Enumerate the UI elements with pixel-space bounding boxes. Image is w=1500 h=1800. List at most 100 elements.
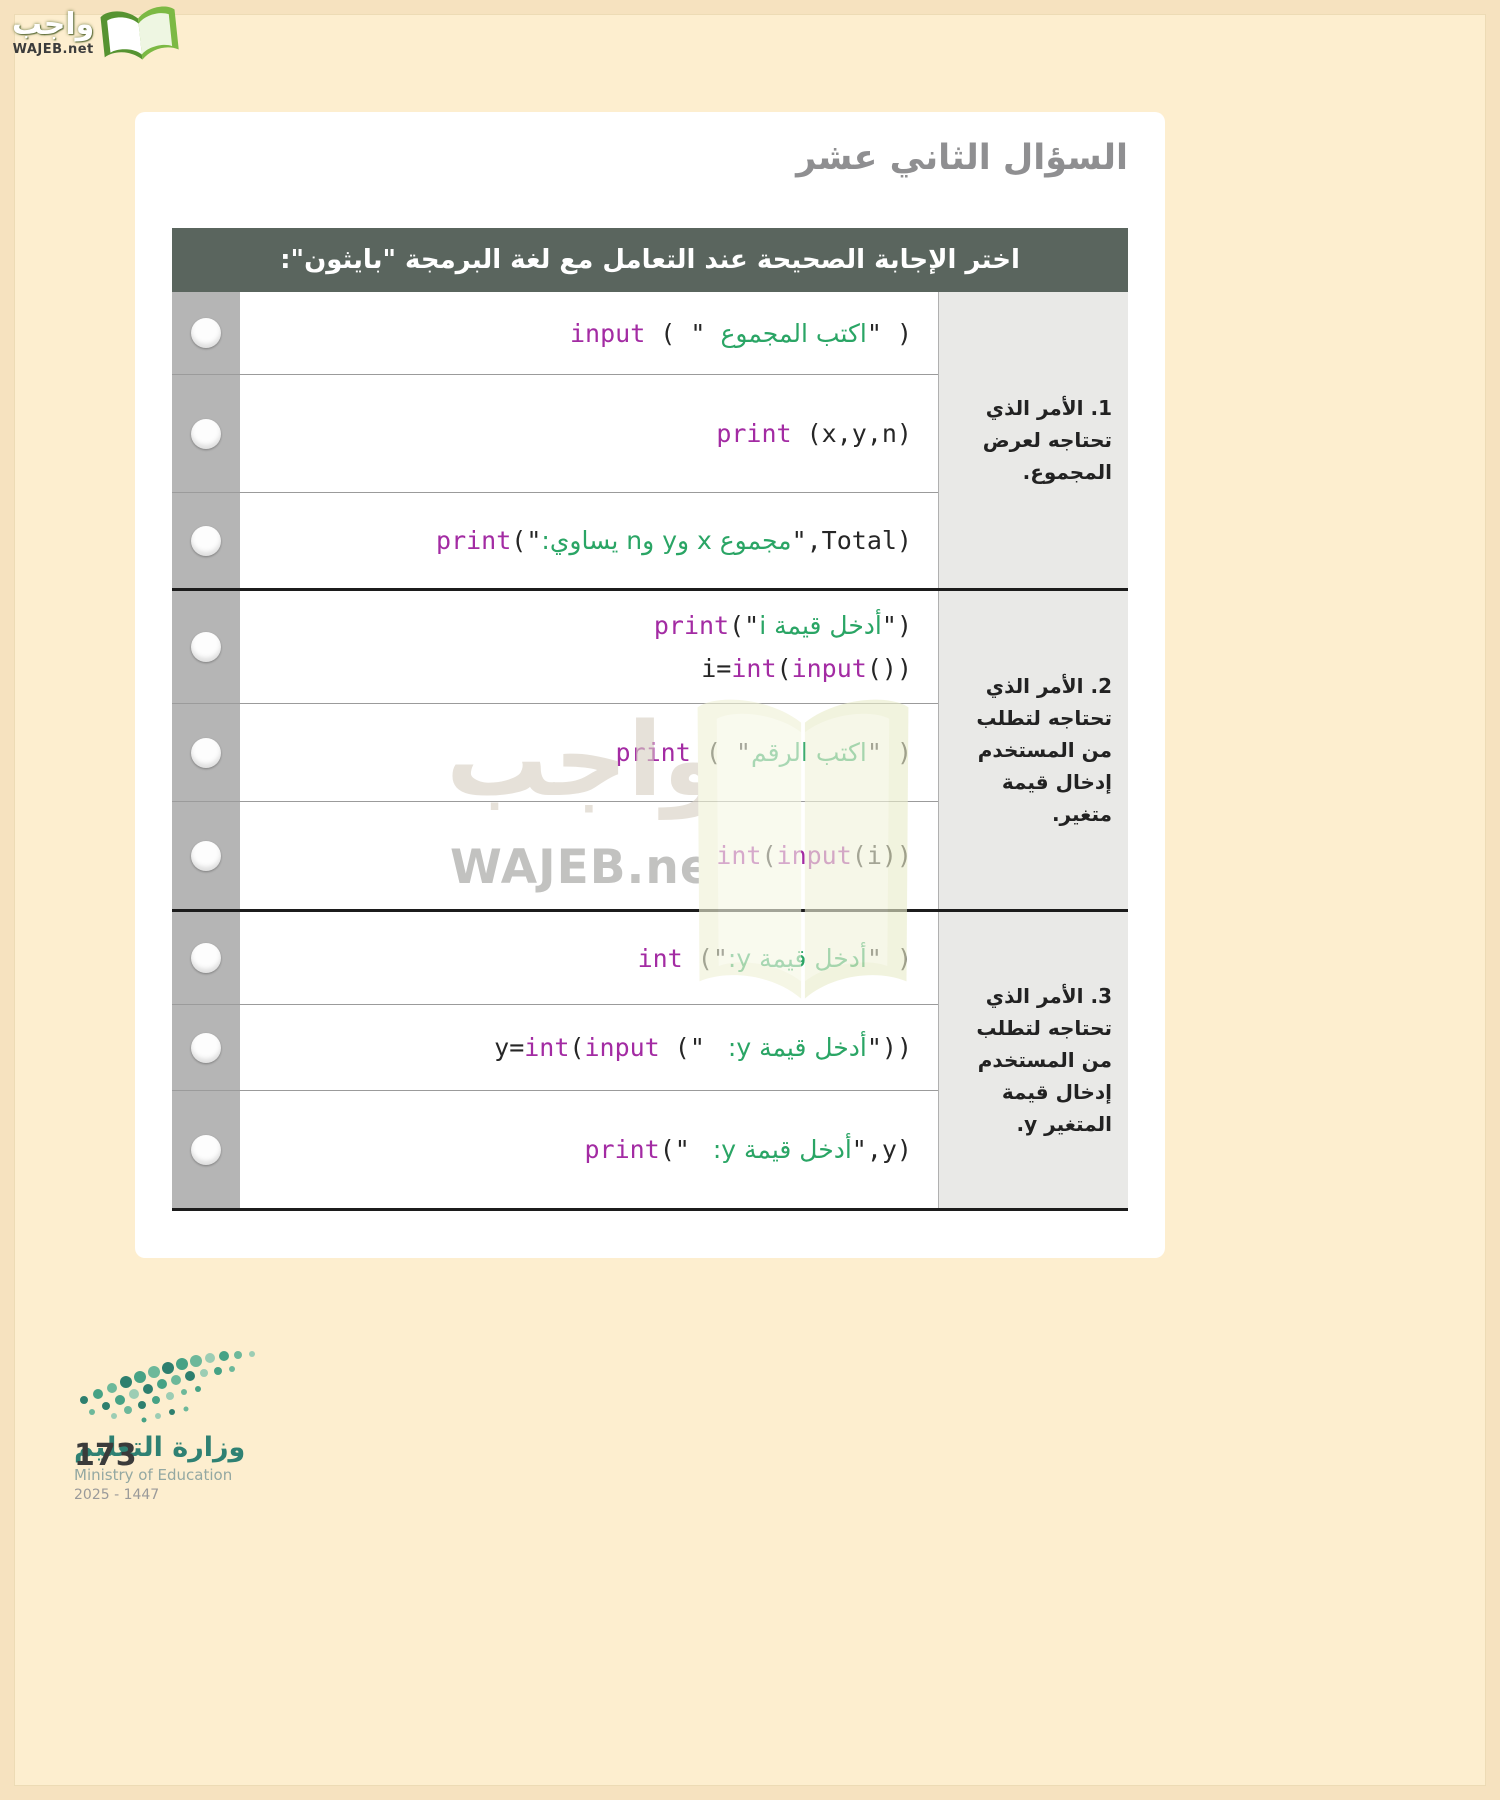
section-rows: print("أدخل قيمة i") i=int(input()) print … [172,591,938,909]
radio-option-2-3[interactable] [191,840,221,871]
answer-row: print(" أدخل قيمة y: ",y) [172,1090,938,1208]
radio-option-1-3[interactable] [191,525,221,556]
code-string: اكتب الرقم [751,738,867,767]
code-cell: int ("أدخل قيمة y:" ) [240,912,938,1004]
radio-option-3-1[interactable] [191,943,221,973]
code-string: أدخل قيمة y: [727,943,867,973]
radio-option-2-2[interactable] [191,737,221,768]
radio-cell [172,1091,240,1208]
code-string: أدخل قيمة i [759,611,882,640]
radio-option-1-2[interactable] [191,418,221,449]
code-plain: ( " [690,738,751,767]
section-label-1: 1. الأمر الذي تحتاجه لعرض المجموع. [938,292,1128,588]
radio-option-3-2[interactable] [191,1032,221,1063]
code-cell: input ( " اكتب المجموع" ) [240,292,938,374]
answer-row: print ( "اكتب الرقم" ) [172,703,938,801]
code-plain: (x,y,n) [791,419,912,448]
code-keyword: int [524,1033,570,1062]
code-cell: print ( "اكتب الرقم" ) [240,704,938,801]
code-keyword: int [637,943,683,973]
code-keyword: print [716,419,792,448]
radio-option-1-1[interactable] [191,318,221,348]
code-line: print(" أدخل قيمة y: ",y) [584,1132,912,1167]
code-plain: (" [682,943,728,973]
code-line: print("أدخل قيمة i") [654,608,912,643]
code-cell: y=int(input (" أدخل قيمة y: ")) [240,1005,938,1090]
ministry-dots-icon [80,1351,255,1423]
code-cell: print("مجموع x وy وn يساوي:",Total) [240,493,938,588]
question-card: السؤال الثاني عشر اختر الإجابة الصحيحة ع… [135,112,1165,1258]
radio-cell [172,591,240,703]
code-keyword: int [716,841,762,870]
code-string: مجموع x وy وn يساوي: [541,526,792,555]
code-cell: print("أدخل قيمة i") i=int(input()) [240,591,938,703]
code-plain: " ) [866,318,912,348]
code-plain: ")) [866,1033,912,1062]
code-cell: print(" أدخل قيمة y: ",y) [240,1091,938,1208]
code-keyword: print [584,1135,660,1164]
code-string: أدخل قيمة y: [719,1033,867,1062]
code-line: i=int(input()) [701,651,912,686]
code-keyword: input [584,1033,660,1062]
code-plain: (" [659,1033,720,1062]
radio-cell [172,375,240,492]
code-plain: ( [776,654,792,683]
code-plain: i= [701,654,732,683]
code-plain: (i)) [851,841,912,870]
code-line: int ("أدخل قيمة y:" ) [638,941,912,976]
question-prompt: اختر الإجابة الصحيحة عند التعامل مع لغة … [280,245,1020,275]
code-plain: ( [569,1033,585,1062]
code-string: اكتب المجموع [720,318,867,348]
book-icon [100,6,180,60]
code-keyword: input [569,318,646,348]
code-plain: ( " [645,318,721,348]
code-plain: (" [729,611,760,640]
answer-row: print("أدخل قيمة i") i=int(input()) [172,591,938,703]
radio-option-2-1[interactable] [191,632,221,662]
section-2: print("أدخل قيمة i") i=int(input()) print … [172,588,1128,909]
radio-cell [172,912,240,1004]
code-keyword: input [791,654,867,683]
radio-cell [172,802,240,909]
code-string: أدخل قيمة y: [704,1135,852,1164]
answer-row: int(input(i)) [172,801,938,909]
code-line: input ( " اكتب المجموع" ) [570,316,912,351]
radio-option-3-3[interactable] [191,1134,221,1165]
code-keyword: print [653,611,730,640]
code-plain: " ) [866,943,912,973]
question-table: اختر الإجابة الصحيحة عند التعامل مع لغة … [172,228,1128,1211]
code-cell: int(input(i)) [240,802,938,909]
section-rows: int ("أدخل قيمة y:" ) y=int(input (" أدخل… [172,912,938,1208]
answer-row: print (x,y,n) [172,374,938,492]
answer-row: int ("أدخل قيمة y:" ) [172,912,938,1004]
code-plain: ",Total) [791,526,912,555]
section-1: input ( " اكتب المجموع" ) print (x,y,n) pr… [172,292,1128,588]
page-number: 173 [74,1438,137,1473]
code-plain: " ) [866,738,912,767]
radio-cell [172,1005,240,1090]
code-plain: ()) [866,654,912,683]
answer-row: y=int(input (" أدخل قيمة y: ")) [172,1004,938,1090]
code-plain: (" [511,526,542,555]
code-line: print ( "اكتب الرقم" ) [616,735,912,770]
code-keyword: print [436,526,512,555]
code-plain: (" [659,1135,705,1164]
radio-cell [172,292,240,374]
code-keyword: int [731,654,777,683]
wajeb-brand-name: واجب [12,7,95,42]
code-plain: y= [494,1033,525,1062]
ministry-name-english: Ministry of Education [74,1466,233,1484]
code-keyword: input [776,841,852,870]
section-label-3: 3. الأمر الذي تحتاجه لتطلب من المستخدم إ… [938,912,1128,1208]
section-3: int ("أدخل قيمة y:" ) y=int(input (" أدخل… [172,909,1128,1208]
code-line: print("مجموع x وy وn يساوي:",Total) [436,523,912,558]
code-plain: ",y) [851,1135,912,1164]
code-line: y=int(input (" أدخل قيمة y: ")) [494,1030,912,1065]
ministry-logo-block: وزارة التعليم Ministry of Education 2025… [70,1330,310,1503]
question-prompt-bar: اختر الإجابة الصحيحة عند التعامل مع لغة … [172,228,1128,292]
wajeb-logo: واجب WAJEB.net [12,6,182,68]
code-line: int(input(i)) [716,838,912,873]
radio-cell [172,704,240,801]
code-line: print (x,y,n) [716,416,912,451]
wajeb-brand-site: WAJEB.net [12,42,94,57]
